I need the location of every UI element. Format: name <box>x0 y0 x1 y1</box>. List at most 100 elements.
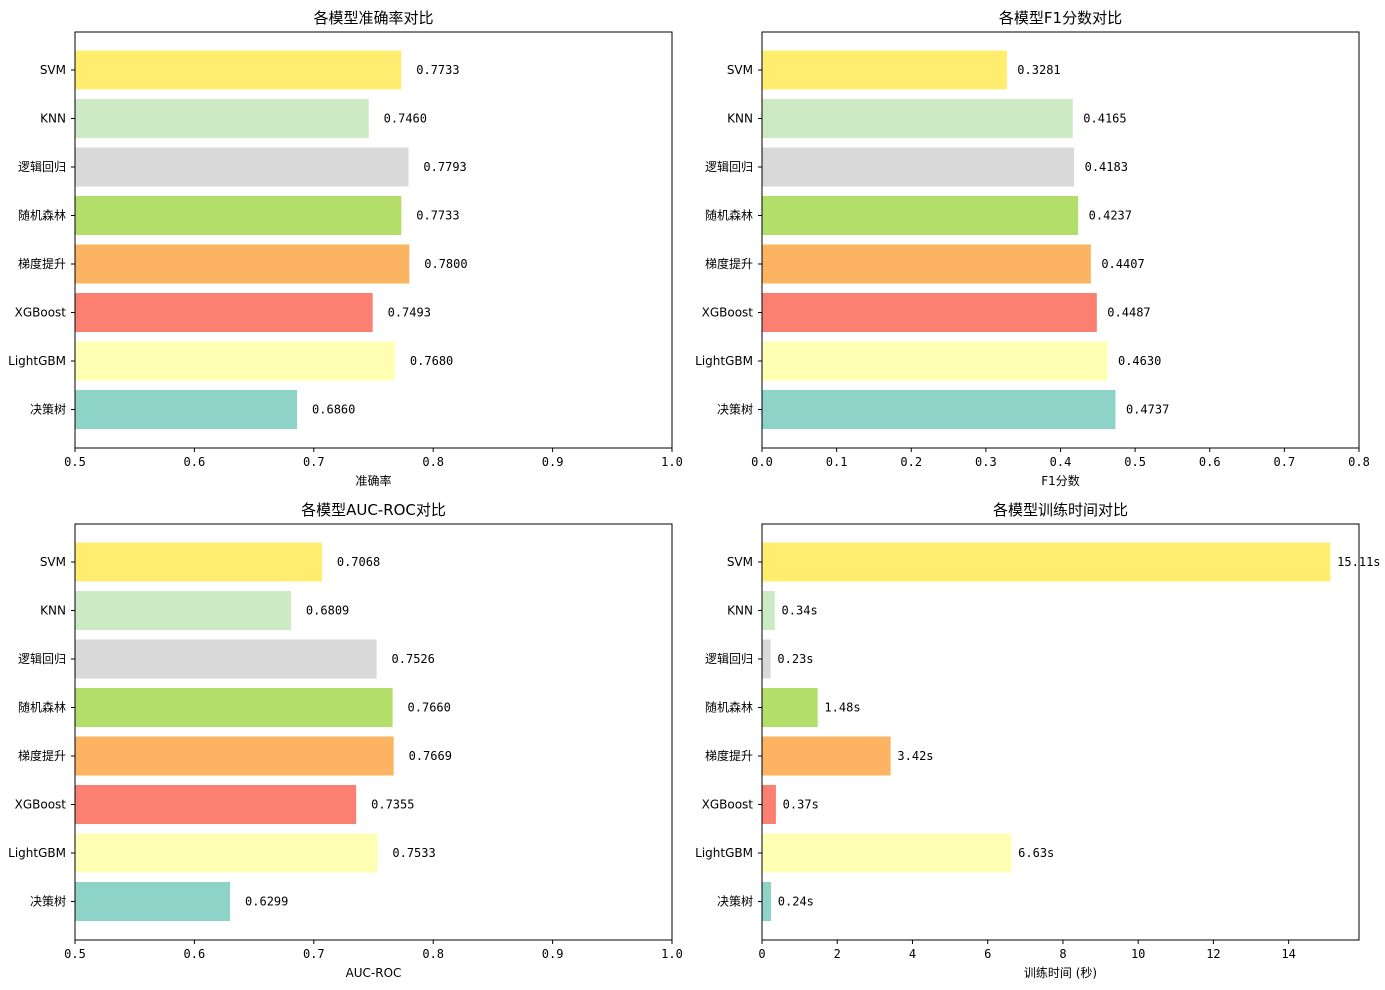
bar <box>762 244 1091 284</box>
bar <box>762 99 1073 138</box>
x-tick-label: 0.7 <box>303 455 325 469</box>
category-label: KNN <box>727 604 753 618</box>
category-label: SVM <box>40 555 66 569</box>
category-label: XGBoost <box>702 306 754 320</box>
x-tick-label: 0.9 <box>542 455 564 469</box>
category-label: 随机森林 <box>18 208 66 223</box>
bar <box>75 736 394 776</box>
x-tick-label: 0 <box>758 947 765 961</box>
x-tick-label: 2 <box>834 947 841 961</box>
value-label: 0.24s <box>778 895 814 909</box>
bar <box>762 785 776 824</box>
value-label: 0.7660 <box>408 701 451 715</box>
chart-title: 各模型AUC-ROC对比 <box>301 501 446 519</box>
x-tick-label: 6 <box>984 947 991 961</box>
plot-frame <box>74 523 673 941</box>
bar <box>75 591 291 630</box>
category-label: LightGBM <box>695 846 753 860</box>
bar <box>75 196 402 235</box>
bar <box>75 833 378 873</box>
x-tick-label: 1.0 <box>661 455 683 469</box>
bar <box>75 785 357 824</box>
value-label: 0.4487 <box>1107 306 1150 320</box>
value-label: 0.7733 <box>416 209 459 223</box>
category-label: 逻辑回归 <box>18 652 66 666</box>
x-axis-label: 准确率 <box>355 473 391 488</box>
category-label: LightGBM <box>695 354 753 368</box>
plot-frame <box>74 31 673 449</box>
bar <box>762 833 1012 873</box>
category-label: 逻辑回归 <box>705 652 753 666</box>
category-label: 梯度提升 <box>705 256 753 271</box>
category-label: XGBoost <box>15 798 67 812</box>
category-label: KNN <box>40 112 66 126</box>
bar <box>762 390 1116 429</box>
bar <box>762 736 891 776</box>
value-label: 0.4630 <box>1118 354 1161 368</box>
bar <box>762 591 775 630</box>
value-label: 1.48s <box>824 701 860 715</box>
category-label: LightGBM <box>8 354 66 368</box>
category-label: 逻辑回归 <box>705 160 753 174</box>
chart-panel-2: 各模型AUC-ROC对比 SVM 0.7068 KNN 0.6809 逻辑回归 0.7526… <box>8 501 683 980</box>
x-tick-label: 0.9 <box>542 947 564 961</box>
value-label: 0.7355 <box>371 798 414 812</box>
value-label: 0.4183 <box>1085 160 1128 174</box>
bar <box>75 341 395 381</box>
bar <box>75 244 410 284</box>
value-label: 0.23s <box>777 652 813 666</box>
x-axis-label: AUC-ROC <box>346 966 402 980</box>
value-label: 3.42s <box>897 749 933 763</box>
x-tick-label: 8 <box>1059 947 1066 961</box>
x-tick-label: 0.4 <box>1050 455 1072 469</box>
value-label: 0.6299 <box>245 895 288 909</box>
value-label: 0.4237 <box>1089 209 1132 223</box>
x-tick-label: 0.8 <box>1348 455 1370 469</box>
x-tick-label: 10 <box>1131 947 1145 961</box>
category-label: SVM <box>727 63 753 77</box>
value-label: 0.37s <box>783 798 819 812</box>
category-label: KNN <box>40 604 66 618</box>
bar <box>75 293 373 332</box>
x-tick-label: 0.5 <box>64 947 86 961</box>
x-tick-label: 0.6 <box>184 455 206 469</box>
value-label: 0.7068 <box>337 555 380 569</box>
x-tick-label: 0.8 <box>422 947 444 961</box>
bar <box>762 688 818 727</box>
x-tick-label: 0.7 <box>303 947 325 961</box>
category-label: 梯度提升 <box>705 748 753 763</box>
category-label: LightGBM <box>8 846 66 860</box>
value-label: 0.7460 <box>384 112 427 126</box>
bar <box>762 341 1108 381</box>
bar <box>75 882 231 921</box>
value-label: 0.4737 <box>1126 403 1169 417</box>
category-label: SVM <box>727 555 753 569</box>
bar <box>75 50 402 90</box>
category-label: 逻辑回归 <box>18 160 66 174</box>
x-tick-label: 0.5 <box>64 455 86 469</box>
value-label: 0.3281 <box>1017 63 1060 77</box>
bar <box>762 639 771 679</box>
value-label: 0.7800 <box>424 257 467 271</box>
value-label: 0.7493 <box>388 306 431 320</box>
category-label: KNN <box>727 112 753 126</box>
x-tick-label: 0.2 <box>900 455 922 469</box>
chart-panel-0: 各模型准确率对比 SVM 0.7733 KNN 0.7460 逻辑回归 0.7793 随机森林… <box>8 9 683 488</box>
x-tick-label: 1.0 <box>661 947 683 961</box>
bar <box>762 50 1007 90</box>
x-tick-label: 0.8 <box>422 455 444 469</box>
bar <box>762 293 1097 332</box>
bar <box>762 882 772 921</box>
category-label: 随机森林 <box>705 700 753 715</box>
x-tick-label: 0.7 <box>1274 455 1296 469</box>
plot-frame <box>761 523 1360 941</box>
x-axis-label: F1分数 <box>1041 473 1080 488</box>
value-label: 0.34s <box>782 604 818 618</box>
x-tick-label: 12 <box>1206 947 1220 961</box>
category-label: 梯度提升 <box>18 748 66 763</box>
x-tick-label: 0.6 <box>1199 455 1221 469</box>
value-label: 6.63s <box>1018 846 1054 860</box>
x-tick-label: 0.3 <box>975 455 997 469</box>
